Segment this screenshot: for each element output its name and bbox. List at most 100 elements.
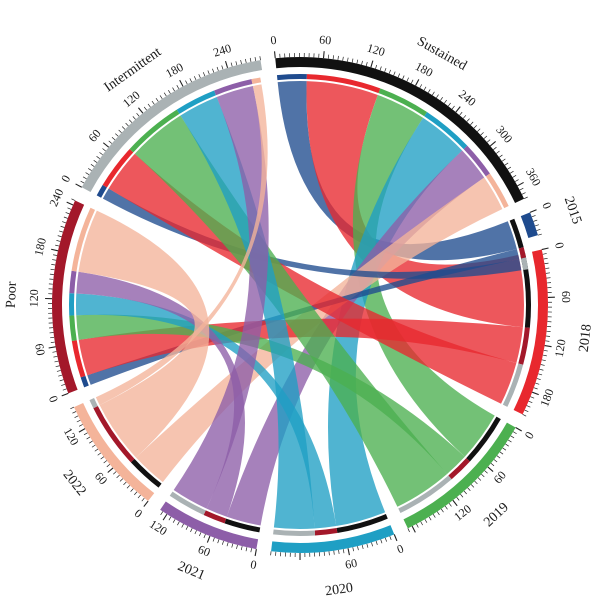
ribbon-intermittent-2020 xyxy=(180,97,315,530)
inner-track-sustained-to-2022 xyxy=(485,173,509,209)
minor-tick-sustained xyxy=(384,68,387,73)
minor-tick-sustained xyxy=(507,166,512,170)
inner-track-layer xyxy=(69,73,531,536)
minor-tick-2019 xyxy=(490,462,495,467)
minor-tick-sustained xyxy=(431,91,435,96)
group-arc-sustained xyxy=(275,57,525,204)
minor-tick-2018 xyxy=(538,373,543,376)
minor-tick-poor xyxy=(62,388,67,391)
minor-tick-sustained xyxy=(402,75,405,80)
minor-tick-intermittent xyxy=(185,80,188,85)
inner-track-intermittent-to-2021 xyxy=(214,79,253,96)
minor-tick-poor xyxy=(57,235,62,238)
minor-tick-2020 xyxy=(375,540,378,545)
minor-tick-intermittent xyxy=(155,98,159,102)
minor-tick-2015 xyxy=(533,219,538,222)
minor-tick-intermittent xyxy=(143,106,147,111)
minor-tick-2019 xyxy=(474,480,478,485)
minor-tick-2020 xyxy=(357,546,359,551)
group-arc-2021 xyxy=(160,501,259,550)
minor-tick-sustained xyxy=(519,187,524,191)
minor-tick-sustained xyxy=(493,146,497,150)
minor-tick-2021 xyxy=(185,526,189,530)
tick-label-2015-0: 0 xyxy=(539,200,554,211)
minor-tick-poor xyxy=(62,221,67,224)
major-tick-poor xyxy=(51,248,59,252)
group-label-2015: 2015 xyxy=(561,195,584,226)
minor-tick-poor xyxy=(52,351,57,353)
minor-tick-sustained xyxy=(514,179,519,182)
major-tick-2021 xyxy=(206,535,211,543)
minor-tick-intermittent xyxy=(136,112,140,117)
group-label-2019: 2019 xyxy=(481,500,512,530)
major-tick-2020 xyxy=(347,548,350,556)
tick-label-poor-60: 60 xyxy=(32,342,48,356)
inner-track-2022-from-poor xyxy=(93,406,135,463)
tick-label-sustained-360: 360 xyxy=(523,166,544,189)
tick-label-intermittent-180: 180 xyxy=(163,60,185,81)
minor-tick-intermittent xyxy=(193,76,197,81)
minor-tick-2021 xyxy=(250,548,252,553)
minor-tick-sustained xyxy=(509,170,514,174)
minor-tick-sustained xyxy=(473,125,477,129)
minor-tick-2022 xyxy=(72,411,77,414)
inner-track-2015-from-intermittent xyxy=(521,257,529,270)
ribbon-intermittent-2021 xyxy=(173,86,269,509)
inner-track-intermittent-to-2015 xyxy=(96,184,107,198)
minor-tick-sustained xyxy=(337,55,339,60)
group-label-2020: 2020 xyxy=(324,581,354,600)
minor-tick-2022 xyxy=(103,460,108,464)
minor-tick-sustained xyxy=(375,64,378,69)
minor-tick-2018 xyxy=(542,354,547,357)
minor-tick-intermittent xyxy=(85,172,90,175)
minor-tick-sustained xyxy=(477,128,481,132)
group-arc-poor xyxy=(51,200,85,394)
minor-tick-2015 xyxy=(534,224,539,227)
minor-tick-intermittent xyxy=(121,126,126,130)
minor-tick-poor xyxy=(71,198,76,201)
minor-tick-2019 xyxy=(510,435,515,439)
inner-track-poor-to-2022 xyxy=(71,207,96,272)
minor-tick-2022 xyxy=(113,471,117,475)
inner-track-poor-to-2021 xyxy=(69,270,77,294)
tick-label-2022-0: 0 xyxy=(132,506,145,521)
inner-track-2015-from-poor xyxy=(518,247,527,259)
inner-track-intermittent-to-2022 xyxy=(251,77,262,85)
major-tick-intermittent xyxy=(179,79,184,87)
minor-tick-2021 xyxy=(172,519,176,523)
major-tick-sustained xyxy=(370,60,374,68)
minor-tick-sustained xyxy=(499,154,503,158)
minor-tick-2018 xyxy=(545,340,550,342)
major-tick-2018 xyxy=(544,345,552,348)
minor-tick-sustained xyxy=(356,59,359,64)
minor-tick-2022 xyxy=(130,488,134,492)
inner-track-sustained-to-2021 xyxy=(463,145,490,177)
minor-tick-sustained xyxy=(504,162,509,166)
minor-tick-2022 xyxy=(119,478,124,482)
tick-label-poor-240: 240 xyxy=(46,187,66,209)
major-tick-sustained xyxy=(273,51,276,59)
minor-tick-2019 xyxy=(484,470,488,474)
minor-tick-intermittent xyxy=(151,100,155,105)
group-label-2021: 2021 xyxy=(175,559,207,583)
minor-tick-intermittent xyxy=(128,119,133,123)
inner-track-poor-to-2020 xyxy=(69,293,75,316)
minor-tick-sustained xyxy=(361,60,363,65)
inner-track-sustained-to-2018 xyxy=(306,74,381,94)
minor-tick-sustained xyxy=(406,77,409,82)
group-arc-2022 xyxy=(73,402,155,502)
inner-track-poor-to-2015 xyxy=(80,375,89,388)
tick-label-2019-0: 0 xyxy=(522,429,537,441)
minor-tick-intermittent xyxy=(202,72,206,77)
minor-tick-poor xyxy=(52,254,58,256)
minor-tick-intermittent xyxy=(125,122,129,127)
major-tick-2022 xyxy=(78,428,86,433)
minor-tick-2022 xyxy=(137,494,141,499)
group-label-poor: Poor xyxy=(4,281,20,308)
minor-tick-2022 xyxy=(83,432,88,436)
minor-tick-sustained xyxy=(459,111,463,116)
minor-tick-sustained xyxy=(388,69,391,74)
minor-tick-2022 xyxy=(91,444,96,448)
minor-tick-2018 xyxy=(526,405,531,408)
